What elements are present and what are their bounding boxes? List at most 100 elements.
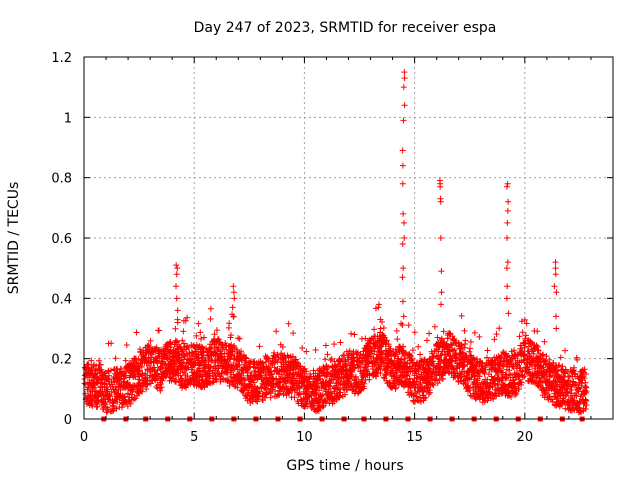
- data-point: [322, 342, 329, 349]
- data-point: [399, 147, 406, 154]
- data-point: [491, 336, 498, 343]
- data-point: [223, 376, 230, 383]
- data-point: [180, 328, 187, 335]
- data-point: [214, 368, 221, 375]
- data-point: [230, 283, 237, 290]
- data-point: [438, 289, 445, 296]
- data-point: [173, 376, 180, 383]
- data-point: [461, 327, 468, 334]
- data-point: [417, 351, 424, 358]
- data-point: [134, 359, 141, 366]
- data-point: [476, 333, 483, 340]
- data-point: [174, 338, 181, 345]
- data-point: [438, 268, 445, 275]
- data-point: [89, 366, 96, 373]
- data-point: [138, 348, 145, 355]
- data-point: [467, 345, 474, 352]
- data-point: [238, 380, 245, 387]
- data-point: [174, 265, 181, 272]
- data-point: [123, 341, 130, 348]
- y-tick-label: 0: [64, 413, 72, 428]
- data-point: [380, 324, 387, 331]
- data-point: [196, 367, 203, 374]
- data-point: [167, 339, 174, 346]
- data-point: [122, 357, 129, 364]
- data-point: [121, 393, 128, 400]
- data-point: [411, 329, 418, 336]
- data-point: [127, 400, 134, 407]
- data-point: [398, 320, 405, 327]
- data-point: [241, 377, 248, 384]
- data-point: [399, 298, 406, 305]
- data-point: [438, 301, 445, 308]
- data-point: [534, 328, 541, 335]
- data-point: [337, 339, 344, 346]
- x-tick-label: 5: [190, 430, 198, 445]
- data-point: [173, 271, 180, 278]
- data-point: [327, 357, 334, 364]
- data-point: [505, 310, 512, 317]
- data-point: [231, 295, 238, 302]
- data-point: [133, 329, 140, 336]
- y-tick-label: 0.4: [51, 292, 72, 307]
- data-point: [553, 313, 560, 320]
- data-point: [172, 325, 179, 332]
- data-point: [236, 361, 243, 368]
- data-point: [552, 271, 559, 278]
- data-point: [180, 356, 187, 363]
- data-point: [184, 373, 191, 380]
- data-point: [405, 322, 412, 329]
- data-point: [401, 102, 408, 109]
- data-point: [211, 349, 218, 356]
- data-point: [423, 337, 430, 344]
- data-point: [399, 180, 406, 187]
- data-point: [179, 337, 186, 344]
- data-point: [503, 295, 510, 302]
- data-point: [89, 402, 96, 409]
- data-point: [229, 348, 236, 355]
- data-point: [285, 320, 292, 327]
- data-point: [557, 354, 564, 361]
- data-point: [504, 180, 511, 187]
- data-point: [431, 323, 438, 330]
- data-point: [173, 262, 180, 269]
- data-point: [400, 117, 407, 124]
- data-point: [541, 338, 548, 345]
- data-point: [215, 344, 222, 351]
- data-point: [439, 375, 446, 382]
- data-point: [114, 399, 121, 406]
- data-point: [171, 361, 178, 368]
- data-point: [399, 274, 406, 281]
- data-point: [157, 387, 164, 394]
- data-point: [462, 337, 469, 344]
- data-point: [172, 339, 179, 346]
- y-tick-label: 0.8: [51, 172, 72, 187]
- data-point: [198, 335, 205, 342]
- data-point: [226, 320, 233, 327]
- data-point: [471, 329, 478, 336]
- data-point: [552, 259, 559, 266]
- data-point: [87, 391, 94, 398]
- data-point: [401, 219, 408, 226]
- data-point: [516, 333, 523, 340]
- data-point: [218, 353, 225, 360]
- data-point: [101, 370, 108, 377]
- data-point: [167, 344, 174, 351]
- data-point: [437, 198, 444, 205]
- data-point: [207, 305, 214, 312]
- data-point: [222, 339, 229, 346]
- data-point: [519, 329, 526, 336]
- data-point: [94, 403, 101, 410]
- data-point: [505, 198, 512, 205]
- data-point: [206, 365, 213, 372]
- data-point: [484, 354, 491, 361]
- data-point: [399, 241, 406, 248]
- data-points: [81, 69, 590, 422]
- data-point: [169, 353, 176, 360]
- data-point: [245, 389, 252, 396]
- data-point: [553, 325, 560, 332]
- data-point: [484, 347, 491, 354]
- data-point: [140, 353, 147, 360]
- data-point: [173, 295, 180, 302]
- data-point: [400, 84, 407, 91]
